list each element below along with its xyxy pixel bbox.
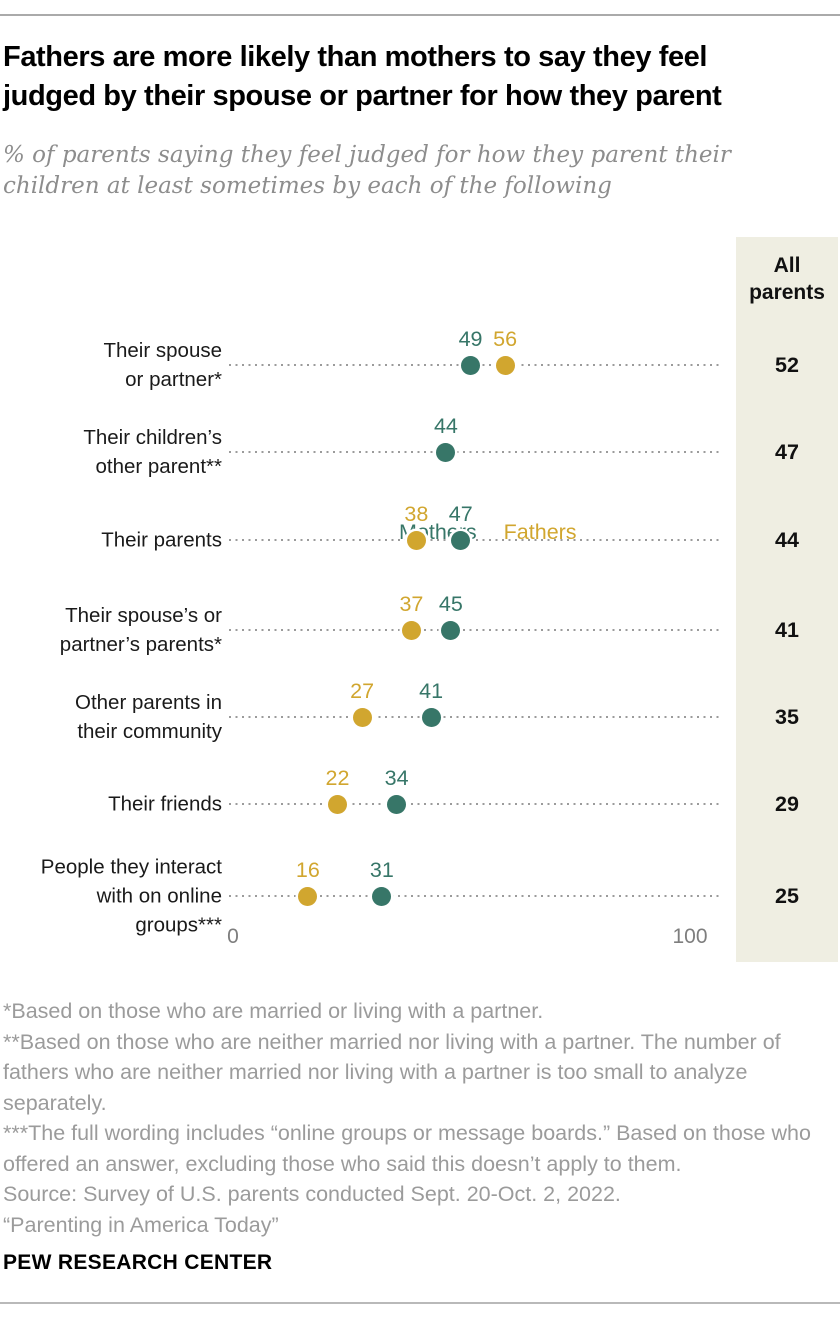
mothers-value: 31 xyxy=(369,858,394,882)
footnote-2: **Based on those who are neither married… xyxy=(3,1029,781,1115)
mothers-value: 34 xyxy=(384,766,409,790)
row-label: People they interact with on online groups… xyxy=(0,853,222,940)
all-parents-value: 52 xyxy=(775,353,799,377)
all-parents-header: All parents xyxy=(736,252,838,306)
fathers-value: 27 xyxy=(350,679,375,703)
row-label: Their spouse’s or partner’s parents* xyxy=(0,601,222,659)
all-parents-header-line1: All xyxy=(773,254,801,277)
footnote-1: *Based on those who are married or livin… xyxy=(3,999,544,1023)
row-label-line2: their community xyxy=(77,720,222,743)
mothers-dot xyxy=(372,886,392,906)
row-label: Their friends xyxy=(0,790,222,819)
row-label: Their parents xyxy=(0,526,222,555)
fathers-value: 22 xyxy=(325,766,350,790)
fathers-value: 56 xyxy=(493,327,518,351)
leader-line xyxy=(229,539,722,541)
row-label-line2: or partner* xyxy=(125,368,222,391)
row-label: Their children’s other parent** xyxy=(0,423,222,481)
mothers-value: 44 xyxy=(433,414,458,438)
mothers-dot xyxy=(436,442,456,462)
mothers-value: 47 xyxy=(448,502,473,526)
leader-line xyxy=(229,716,722,718)
all-parents-value: 47 xyxy=(775,440,799,464)
mothers-value: 41 xyxy=(419,679,444,703)
mothers-dot xyxy=(461,355,481,375)
row-label: Their spouse or partner* xyxy=(0,336,222,394)
fathers-value: 16 xyxy=(295,858,320,882)
fathers-dot xyxy=(495,355,515,375)
row-label-line2: other parent** xyxy=(95,455,222,478)
mothers-dot xyxy=(441,620,461,640)
all-parents-value: 41 xyxy=(775,618,799,642)
all-parents-value: 44 xyxy=(775,528,799,552)
leader-line xyxy=(229,629,722,631)
mothers-dot xyxy=(451,530,471,550)
leader-line xyxy=(229,451,722,453)
mothers-value: 49 xyxy=(458,327,483,351)
top-divider xyxy=(0,14,840,16)
chart-title-line1: Fathers are more likely than mothers to … xyxy=(3,41,708,73)
row-label-line2: partner’s parents* xyxy=(59,633,222,656)
chart-subtitle-line1: % of parents saying they feel judged for… xyxy=(3,142,731,168)
all-parents-value: 25 xyxy=(775,884,799,908)
fathers-dot xyxy=(352,707,372,727)
all-parents-value: 35 xyxy=(775,705,799,729)
row-label-line1: Their spouse xyxy=(103,339,222,362)
fathers-dot xyxy=(327,794,347,814)
row-label-line1: Other parents in xyxy=(75,691,222,714)
pew-research-center-wordmark: PEW RESEARCH CENTER xyxy=(3,1251,273,1274)
fathers-dot xyxy=(401,620,421,640)
bottom-divider xyxy=(0,1302,840,1304)
mothers-dot xyxy=(387,794,407,814)
fathers-value: 37 xyxy=(399,592,424,616)
leader-line xyxy=(229,895,722,897)
x-axis-tick-max: 100 xyxy=(672,925,708,948)
chart-title: Fathers are more likely than mothers to … xyxy=(3,38,839,116)
footnote-3: ***The full wording includes “online gro… xyxy=(3,1121,811,1176)
row-label-line1: People they interact xyxy=(40,855,222,879)
report-title: “Parenting in America Today” xyxy=(3,1212,279,1237)
chart-subtitle-line2: children at least sometimes by each of t… xyxy=(3,173,612,199)
row-label-line2: with on online xyxy=(96,884,222,908)
row-label-line1: Their children’s xyxy=(83,426,222,449)
chart-title-line2: judged by their spouse or partner for ho… xyxy=(3,80,722,112)
all-parents-header-line2: parents xyxy=(749,281,825,304)
x-axis-tick-min: 0 xyxy=(227,925,239,948)
fathers-dot xyxy=(298,886,318,906)
row-label: Other parents in their community xyxy=(0,688,222,746)
all-parents-value: 29 xyxy=(775,792,799,816)
all-parents-panel xyxy=(736,237,838,962)
mothers-value: 45 xyxy=(438,592,463,616)
fathers-value: 38 xyxy=(404,502,429,526)
row-label-line1: Their friends xyxy=(108,792,222,816)
row-label-line3: groups*** xyxy=(135,913,222,937)
fathers-dot xyxy=(406,530,426,550)
leader-line xyxy=(229,803,722,805)
dot-plot-chart: All parents Mothers Fathers Their spouse o… xyxy=(0,237,840,962)
row-label-line1: Their parents xyxy=(101,528,222,552)
mothers-dot xyxy=(421,707,441,727)
source-line: Source: Survey of U.S. parents conducted… xyxy=(3,1182,621,1206)
footnotes: *Based on those who are married or livin… xyxy=(3,996,835,1240)
chart-subtitle: % of parents saying they feel judged for… xyxy=(3,140,803,202)
row-label-line1: Their spouse’s or xyxy=(65,604,222,627)
